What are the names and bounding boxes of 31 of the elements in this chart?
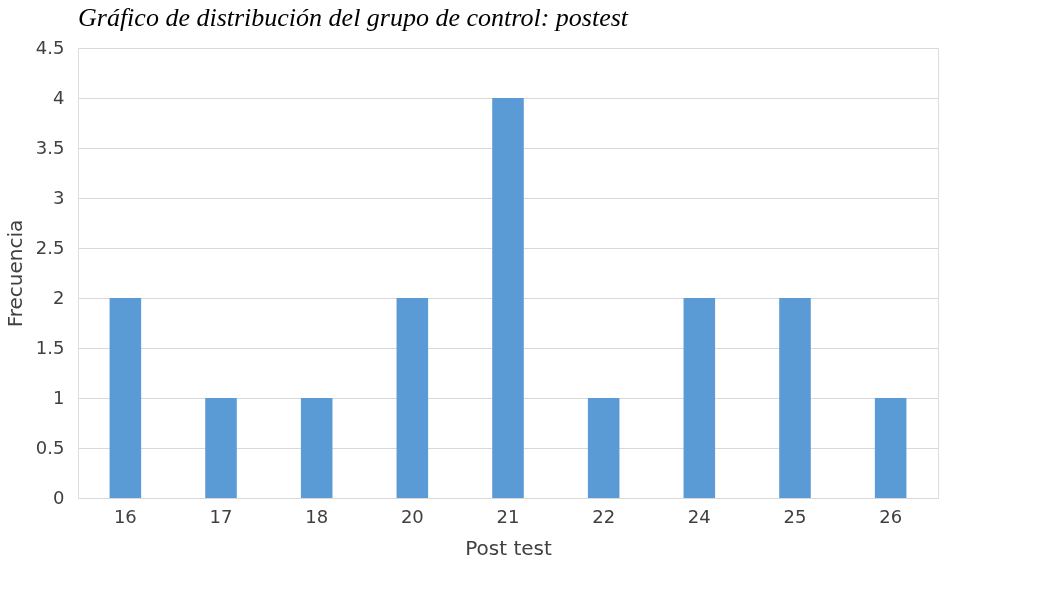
x-axis-title: Post test — [465, 535, 552, 560]
y-axis-title: Frecuencia — [2, 219, 27, 328]
bar — [683, 298, 716, 498]
bar — [300, 398, 333, 498]
x-tick-label: 21 — [496, 505, 520, 527]
x-tick-label: 24 — [687, 505, 711, 527]
bar — [205, 398, 237, 498]
y-tick-label: 2.5 — [35, 236, 65, 258]
x-tick-label: 17 — [209, 505, 233, 527]
bar — [874, 398, 907, 498]
y-tick-label: 4.5 — [35, 36, 65, 58]
bar — [396, 298, 429, 498]
bar — [492, 98, 524, 498]
x-tick-label: 16 — [113, 505, 137, 527]
y-tick-label: 1 — [53, 386, 65, 408]
x-tick-label: 22 — [592, 505, 616, 527]
bar — [109, 298, 142, 498]
y-tick-label: 3 — [53, 186, 65, 208]
y-tick-label: 1.5 — [35, 336, 65, 358]
chart-title: Gráfico de distribución del grupo de control: postest — [78, 3, 629, 32]
x-tick-label: 25 — [783, 505, 807, 527]
bar — [587, 398, 620, 498]
x-tick-label: 20 — [400, 505, 424, 527]
y-tick-label: 2 — [53, 286, 65, 308]
bar — [779, 298, 811, 498]
y-tick-label: 4 — [53, 86, 65, 108]
y-tick-label: 3.5 — [35, 136, 65, 158]
x-tick-label: 26 — [879, 505, 903, 527]
x-tick-label: 18 — [305, 505, 329, 527]
y-tick-label: 0 — [53, 486, 65, 508]
y-tick-label: 0.5 — [35, 436, 65, 458]
